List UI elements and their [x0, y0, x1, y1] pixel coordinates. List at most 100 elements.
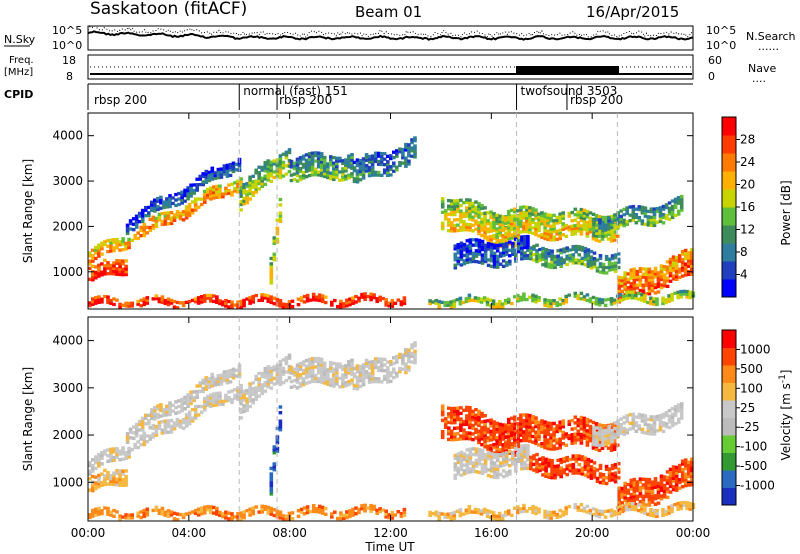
velocity-cell: [215, 509, 219, 513]
velocity-cell: [254, 389, 258, 393]
velocity-cell: [516, 417, 520, 421]
power-cell: [595, 226, 599, 230]
velocity-cell: [221, 514, 225, 519]
power-cell: [263, 296, 268, 300]
power-cell: [242, 185, 246, 190]
velocity-cell: [456, 409, 460, 413]
power-cell: [431, 300, 435, 304]
power-cell: [361, 159, 366, 164]
velocity-cell: [121, 483, 125, 487]
velocity-cell: [281, 358, 286, 362]
power-cell: [556, 249, 560, 253]
velocity-cell: [281, 366, 286, 371]
power-cell: [613, 266, 618, 271]
velocity-cell: [683, 472, 688, 476]
power-cell: [236, 182, 240, 186]
velocity-cell: [525, 436, 529, 440]
velocity-cell: [395, 360, 399, 364]
velocity-cell: [483, 433, 487, 438]
power-cell: [631, 218, 636, 222]
velocity-cell: [304, 381, 309, 385]
power-cell: [407, 143, 411, 147]
power-cell: [121, 267, 125, 271]
velocity-cell: [644, 480, 649, 484]
velocity-cell: [386, 380, 390, 384]
power-cell: [643, 222, 648, 226]
velocity-cell: [683, 483, 688, 488]
power-cell: [522, 213, 526, 217]
power-cell: [298, 156, 303, 160]
velocity-cell: [230, 515, 234, 519]
power-cell: [199, 197, 204, 201]
power-cell: [97, 300, 101, 304]
velocity-cell: [174, 411, 178, 415]
velocity-cell: [341, 379, 345, 383]
velocity-cell: [467, 507, 472, 512]
velocity-cell: [210, 384, 215, 388]
velocity-cell: [601, 473, 606, 477]
velocity-cell: [571, 471, 576, 475]
velocity-cell: [640, 413, 645, 417]
velocity-cell: [687, 469, 691, 473]
velocity-cell: [257, 385, 261, 390]
power-cell: [501, 236, 505, 241]
velocity-cell: [189, 393, 193, 397]
power-cell: [549, 230, 553, 234]
velocity-cell: [543, 420, 547, 424]
velocity-cell: [209, 396, 213, 400]
velocity-cell: [121, 451, 125, 456]
power-cell: [601, 234, 605, 238]
power-cell: [659, 277, 664, 282]
velocity-cell: [354, 512, 358, 516]
velocity-cell: [209, 510, 213, 515]
velocity-cell: [431, 512, 435, 516]
power-cell: [242, 304, 246, 308]
velocity-cell: [526, 446, 530, 451]
power-cell: [272, 296, 277, 300]
velocity-cell: [313, 376, 318, 380]
velocity-cell: [674, 480, 679, 484]
velocity-cell: [620, 492, 624, 496]
power-cell: [272, 159, 277, 163]
cpid-segment-label: normal (fast) 151: [243, 84, 347, 98]
power-cell: [230, 193, 234, 197]
power-cell: [453, 252, 458, 256]
velocity-cell: [511, 453, 515, 458]
velocity-cell: [440, 418, 445, 423]
velocity-cell: [626, 488, 631, 492]
power-cell: [549, 219, 553, 223]
power-cell: [257, 179, 261, 183]
velocity-cell: [462, 469, 467, 473]
velocity-cell: [118, 477, 122, 482]
power-cell: [597, 231, 602, 235]
velocity-cell: [335, 379, 339, 383]
velocity-cell: [603, 426, 608, 431]
velocity-cell: [525, 427, 529, 431]
power-cell: [629, 284, 634, 288]
power-cell: [592, 233, 596, 238]
velocity-cell: [616, 467, 621, 471]
power-cell: [459, 263, 464, 267]
velocity-cell: [97, 464, 101, 468]
power-cell: [440, 210, 445, 214]
power-cell: [503, 216, 508, 220]
velocity-cell: [582, 506, 587, 510]
power-cell: [546, 221, 550, 225]
velocity-cell: [687, 466, 691, 470]
velocity-cell: [125, 435, 130, 439]
velocity-cell: [456, 437, 460, 441]
power-cell: [150, 206, 154, 210]
power-cell: [467, 293, 472, 297]
power-cell: [239, 180, 243, 184]
power-cell: [486, 263, 491, 267]
power-cell: [595, 223, 599, 227]
velocity-cell: [198, 384, 202, 388]
velocity-cell: [525, 416, 529, 420]
power-cell: [335, 164, 339, 168]
power-cell: [165, 199, 169, 204]
power-cell: [628, 205, 633, 209]
velocity-cell: [676, 507, 680, 511]
velocity-cell: [201, 381, 205, 385]
power-cell: [295, 165, 300, 169]
velocity-cell: [532, 462, 536, 467]
